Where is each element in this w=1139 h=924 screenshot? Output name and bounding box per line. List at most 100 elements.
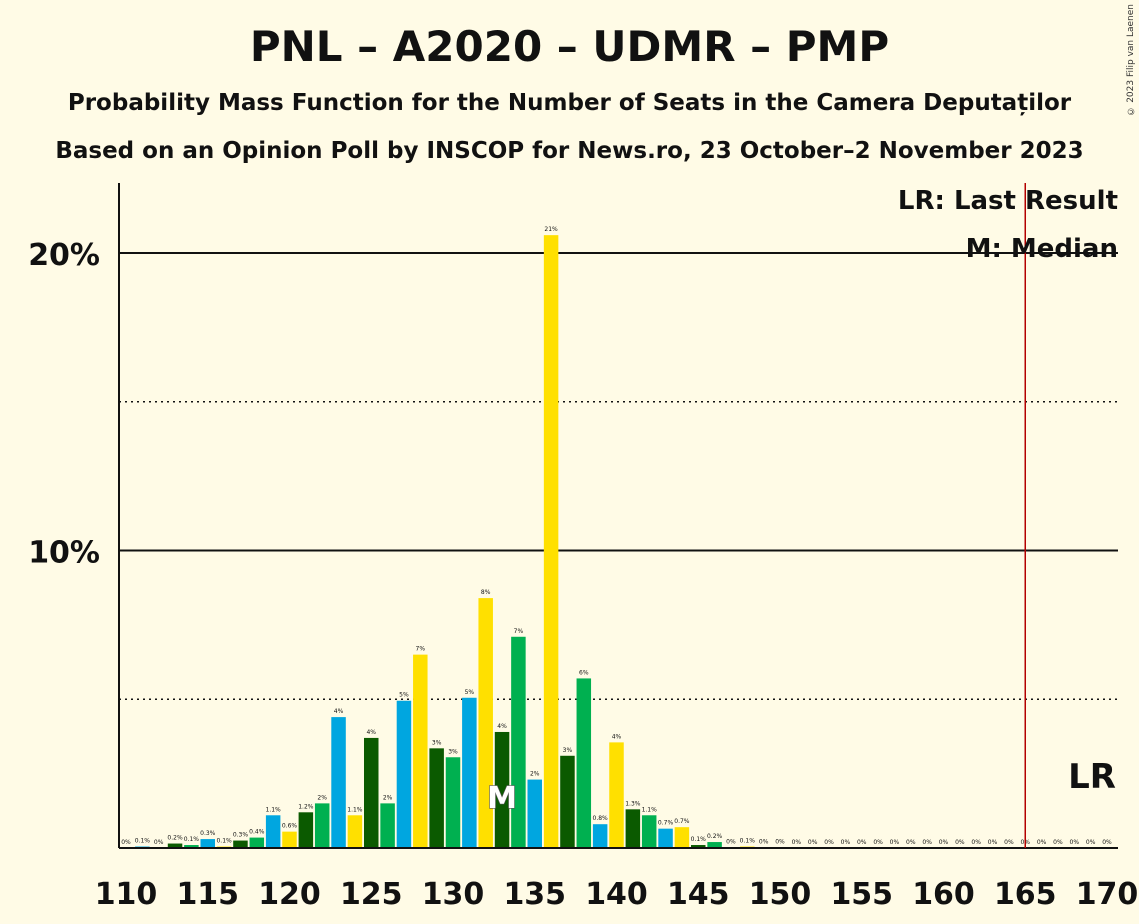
- bar-132: [478, 598, 493, 848]
- bar-145: [691, 845, 706, 848]
- bar-label-133: 4%: [497, 723, 507, 730]
- bar-label-136: 21%: [544, 226, 558, 233]
- bar-label-169: 0%: [1086, 839, 1096, 846]
- bar-137: [560, 755, 575, 848]
- bar-115: [200, 839, 215, 848]
- x-tick-label: 145: [667, 877, 730, 912]
- bar-136: [543, 235, 559, 848]
- bar-117: [233, 840, 248, 848]
- bar-label-127: 5%: [399, 692, 409, 699]
- bar-label-121: 1.2%: [298, 803, 314, 810]
- bar-130: [445, 757, 461, 848]
- bar-label-152: 0%: [808, 839, 818, 846]
- chart-title: PNL – A2020 – UDMR – PMP: [249, 22, 890, 71]
- bar-label-115: 0.3%: [200, 830, 216, 837]
- bar-144: [674, 827, 690, 848]
- bar-133: [494, 731, 510, 848]
- bar-label-153: 0%: [824, 839, 834, 846]
- bar-label-116: 0.1%: [216, 838, 232, 845]
- bar-label-110: 0%: [121, 839, 131, 846]
- bar-135: [527, 779, 542, 848]
- bar-119: [265, 815, 281, 848]
- bar-114: [184, 845, 199, 848]
- bar-label-149: 0%: [759, 838, 769, 845]
- bar-label-123: 4%: [334, 708, 344, 715]
- bar-120: [282, 831, 297, 848]
- bar-129: [429, 748, 444, 848]
- bar-128: [413, 654, 428, 848]
- bar-label-129: 3%: [432, 739, 442, 746]
- bar-label-124: 1.1%: [347, 806, 363, 813]
- bar-label-145: 0.1%: [691, 836, 707, 843]
- x-tick-label: 115: [176, 877, 239, 912]
- y-tick-label: 20%: [28, 238, 100, 273]
- bar-label-168: 0%: [1070, 839, 1080, 846]
- y-tick-label: 10%: [28, 536, 100, 571]
- bar-138: [576, 678, 592, 848]
- bar-label-119: 1.1%: [266, 806, 282, 813]
- bar-113: [167, 843, 183, 848]
- bar-labels: 0% 0.1% 0%0.2% 0.1%0.3%0.1%0.3% 0.4%1.1%0.6%…: [121, 226, 1112, 846]
- bar-134: [511, 636, 526, 848]
- legend-median: M: Median: [966, 234, 1118, 264]
- bar-label-117: 0.3%: [233, 832, 249, 839]
- bar-label-138: 6%: [579, 669, 589, 676]
- x-tick-label: 110: [95, 877, 158, 912]
- bar-label-120: 0.6%: [282, 823, 298, 830]
- bar-label-132: 8%: [481, 589, 491, 596]
- bar-label-130: 3%: [448, 748, 458, 755]
- bar-125: [364, 737, 379, 848]
- axes: 110 115 120 125 130 135 140 145 150 155 160 165 170 1…: [28, 183, 1138, 912]
- bar-label-122: 2%: [317, 794, 327, 801]
- bar-label-140: 4%: [612, 733, 622, 740]
- last-result-label: LR: [1068, 757, 1116, 797]
- bar-label-118: 0.4%: [249, 829, 265, 836]
- x-tick-label: 135: [503, 877, 566, 912]
- bar-126: [380, 803, 395, 848]
- chart-source: Based on an Opinion Poll by INSCOP for N…: [55, 138, 1084, 164]
- bar-label-126: 2%: [383, 794, 393, 801]
- x-tick-label: 150: [749, 877, 812, 912]
- bar-label-147: 0%: [726, 838, 736, 845]
- bar-139: [592, 824, 608, 848]
- bar-141: [625, 809, 641, 848]
- bar-label-141: 1.3%: [625, 800, 641, 807]
- bar-label-139: 0.8%: [593, 815, 609, 822]
- bar-label-166: 0%: [1037, 839, 1047, 846]
- x-tick-label: 155: [830, 877, 893, 912]
- bar-label-134: 7%: [514, 628, 524, 635]
- x-tick-label: 165: [994, 877, 1057, 912]
- bar-140: [609, 742, 624, 848]
- bar-label-144: 0.7%: [674, 818, 690, 825]
- bar-123: [331, 717, 346, 848]
- bar-142: [641, 815, 657, 848]
- gridlines: [119, 252, 1118, 700]
- legend-last-result: LR: Last Result: [898, 186, 1118, 216]
- bar-143: [658, 828, 673, 848]
- bar-label-157: 0%: [890, 839, 900, 846]
- bar-127: [396, 700, 412, 848]
- bar-label-161: 0%: [955, 839, 965, 846]
- x-tick-label: 125: [340, 877, 403, 912]
- bar-label-155: 0%: [857, 839, 867, 846]
- bar-label-162: 0%: [971, 839, 981, 846]
- bar-label-151: 0%: [792, 839, 802, 846]
- bar-label-154: 0%: [841, 839, 851, 846]
- x-tick-label: 170: [1076, 877, 1139, 912]
- bar-label-125: 4%: [366, 729, 376, 736]
- bar-label-160: 0%: [939, 839, 949, 846]
- bar-label-111: 0.1%: [135, 838, 151, 845]
- x-tick-label: 120: [258, 877, 321, 912]
- x-tick-label: 140: [585, 877, 648, 912]
- bar-label-159: 0%: [922, 839, 932, 846]
- bar-131: [462, 697, 477, 848]
- bar-121: [298, 812, 314, 848]
- x-tick-label: 130: [422, 877, 485, 912]
- x-tick-label: 160: [912, 877, 975, 912]
- bar-label-150: 0%: [775, 839, 785, 846]
- bar-label-156: 0%: [873, 839, 883, 846]
- bar-label-148: 0.1%: [740, 838, 756, 845]
- bar-label-164: 0%: [1004, 839, 1014, 846]
- bar-label-167: 0%: [1053, 839, 1063, 846]
